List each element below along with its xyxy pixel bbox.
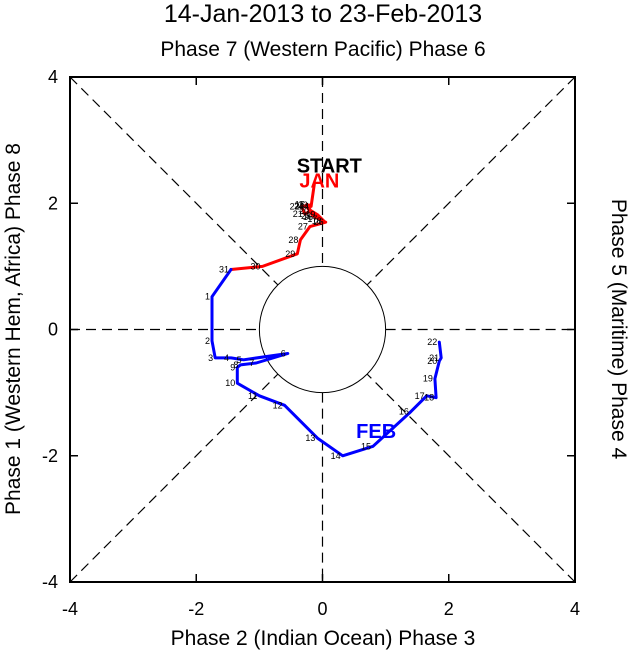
y-tick-label: 0 [48, 320, 58, 340]
month-label-feb: FEB [356, 421, 396, 443]
chart-subtitle: Phase 7 (Western Pacific) Phase 6 [160, 38, 485, 61]
y-tick-label: -4 [42, 572, 58, 592]
day-label: 18 [424, 393, 434, 403]
day-label: 16 [303, 212, 313, 222]
y-axis-label-right: Phase 5 (Maritime) Phase 4 [607, 199, 628, 460]
series-layer [210, 182, 443, 458]
day-label: 15 [361, 441, 371, 451]
day-label: 22 [290, 201, 300, 211]
day-label: 31 [219, 265, 229, 275]
day-label: 21 [293, 209, 303, 219]
day-label: 13 [305, 433, 315, 443]
day-label: 2 [205, 336, 210, 346]
x-tick-label: -4 [62, 599, 78, 619]
unit-circle [258, 265, 387, 394]
chart-title: 14-Jan-2013 to 23-Feb-2013 [164, 0, 482, 28]
y-tick-label: -2 [42, 446, 58, 466]
y-tick-label: 2 [48, 193, 58, 213]
day-label: 30 [251, 261, 261, 271]
day-label: 9 [230, 362, 235, 372]
day-label: 11 [248, 391, 257, 401]
day-label: 19 [305, 210, 315, 220]
day-label: 17 [415, 391, 425, 401]
day-label: 18 [312, 216, 322, 226]
day-label: 24 [294, 201, 304, 211]
day-label: 7 [249, 358, 254, 368]
day-label: 23 [298, 200, 308, 210]
day-label: 8 [233, 360, 238, 370]
month-label-jan: JAN [299, 170, 339, 192]
x-tick-label: -2 [188, 599, 204, 619]
x-tick-label: 4 [570, 599, 580, 619]
y-tick-label: 4 [48, 67, 58, 87]
day-label: 25 [301, 211, 311, 221]
day-label: 14 [331, 451, 341, 461]
day-label: 3 [208, 353, 213, 363]
y-axis-label-left: Phase 1 (Western Hem, Africa) Phase 8 [2, 143, 25, 515]
day-label: 19 [423, 374, 433, 384]
day-label: 10 [225, 378, 235, 388]
day-label: 17 [307, 214, 317, 224]
guide-diagonal-nw [69, 76, 279, 286]
series-line-jan [229, 182, 328, 271]
day-label: 6 [281, 348, 286, 358]
series-line-feb [210, 268, 443, 458]
x-tick-label: 0 [317, 599, 327, 619]
label-layer: 141516171819202122232425262728293031JAN1… [205, 155, 439, 460]
day-label: 12 [273, 400, 283, 410]
day-label: 5 [237, 355, 242, 365]
day-label: 1 [205, 292, 210, 302]
day-label: 29 [285, 249, 295, 259]
day-label: 26 [314, 217, 324, 227]
guide-diagonal-se [366, 373, 576, 583]
x-axis-label: Phase 2 (Indian Ocean) Phase 3 [171, 627, 476, 650]
guide-diagonal-ne [366, 76, 576, 286]
day-label: 16 [399, 407, 409, 417]
x-tick-label: 2 [444, 599, 454, 619]
day-label: 20 [299, 206, 309, 216]
guide-diagonal-sw [69, 373, 279, 583]
day-label: 14 [299, 201, 309, 211]
day-label: 4 [224, 353, 229, 363]
day-label: 27 [298, 222, 308, 232]
day-label: 15 [295, 200, 305, 210]
day-label: 21 [429, 353, 439, 363]
phase-guides [69, 76, 576, 583]
start-label: START [297, 155, 362, 177]
day-label: 28 [288, 235, 298, 245]
day-label: 20 [427, 356, 437, 366]
day-label: 22 [427, 337, 437, 347]
